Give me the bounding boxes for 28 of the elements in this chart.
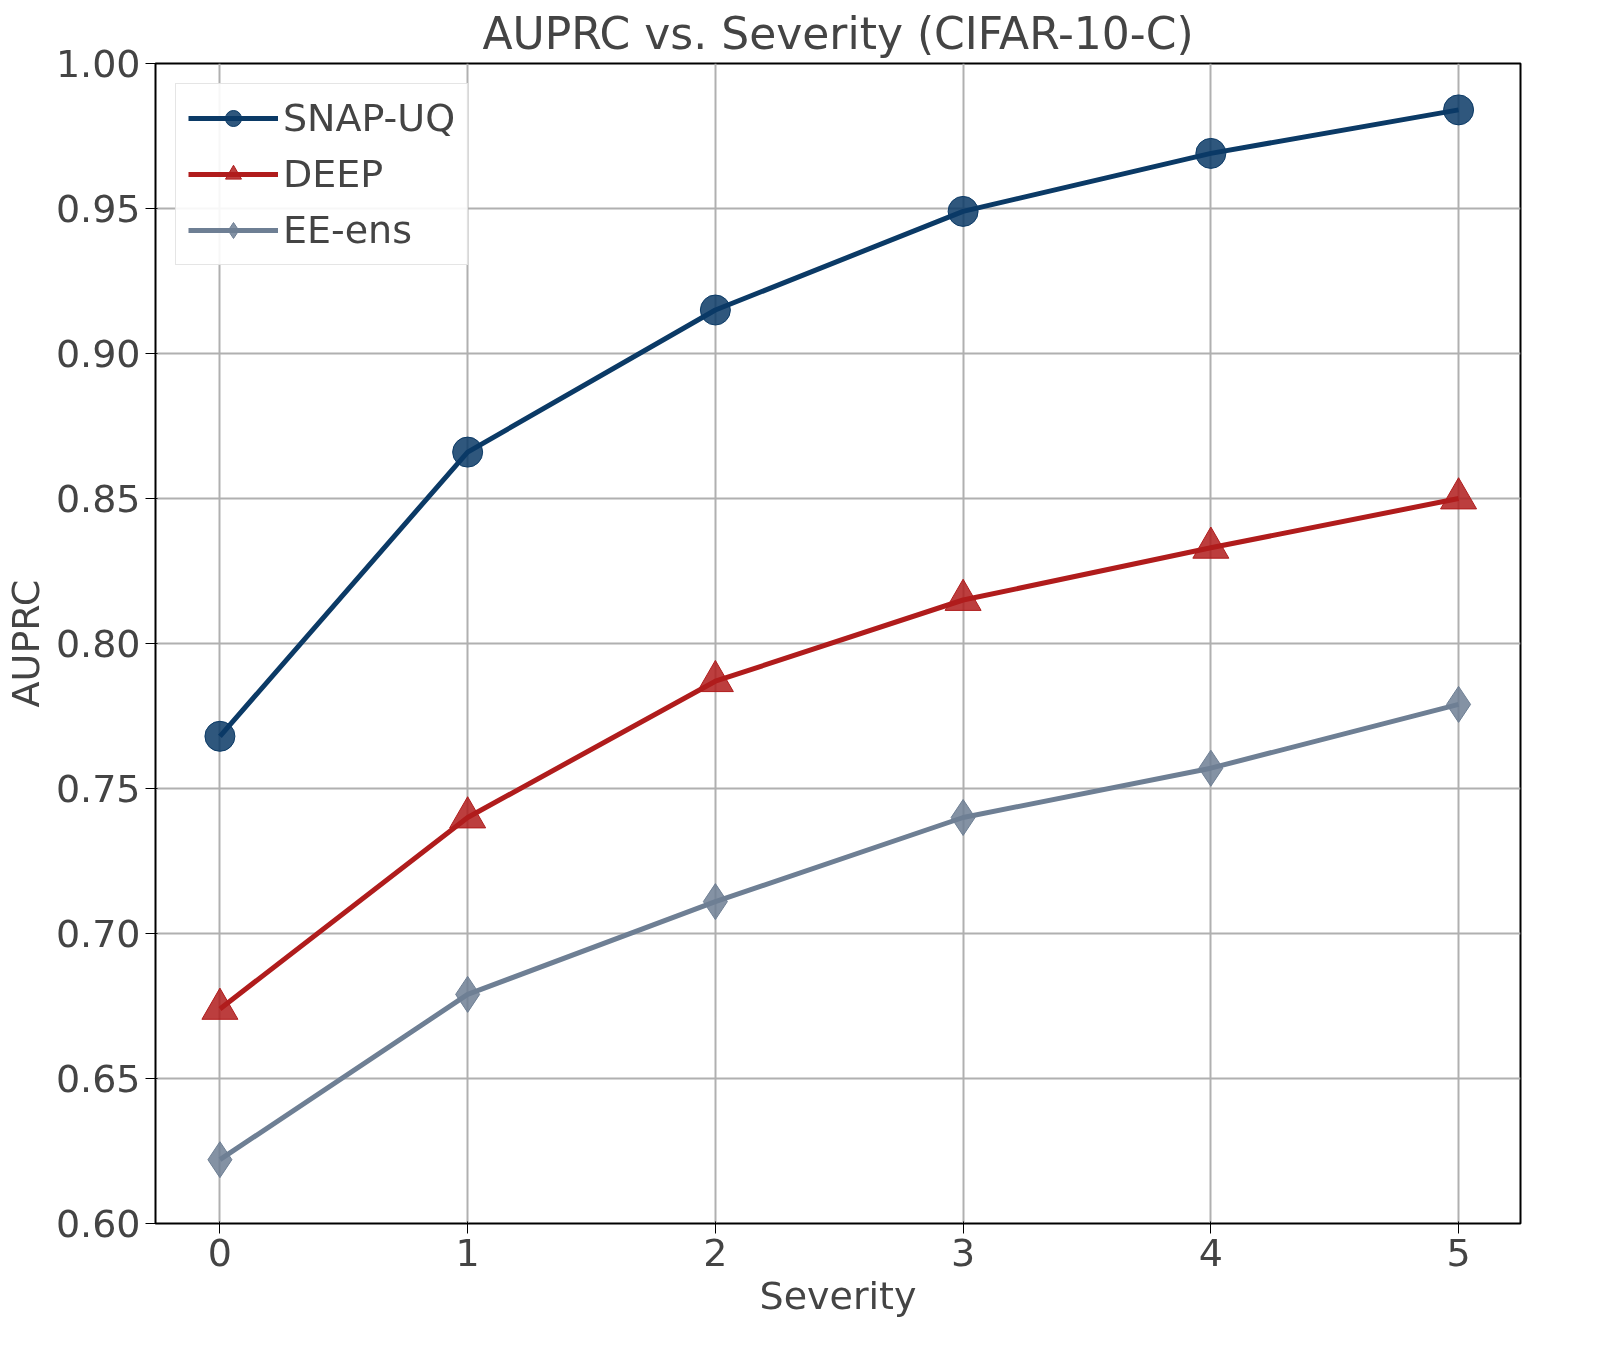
y-tick-label: 0.80 — [55, 622, 141, 666]
point — [699, 294, 731, 326]
y-tick-label: 0.75 — [55, 767, 141, 811]
point — [1195, 137, 1227, 169]
y-tick-label: 0.90 — [55, 332, 141, 376]
legend-label: EE-ens — [283, 208, 412, 252]
x-tick-label: 5 — [1446, 1230, 1471, 1275]
chart-title: AUPRC vs. Severity (CIFAR-10-C) — [482, 7, 1194, 59]
y-axis-title: AUPRC — [3, 579, 48, 708]
y-tick-label: 0.60 — [55, 1202, 141, 1246]
point — [204, 720, 236, 752]
legend-label: SNAP-UQ — [283, 96, 456, 140]
point — [452, 436, 484, 468]
point — [1443, 94, 1475, 126]
y-tick-label: 0.85 — [55, 477, 141, 521]
y-tick-label: 0.65 — [55, 1057, 141, 1101]
x-tick-label: 0 — [207, 1230, 233, 1275]
legend-label: DEEP — [283, 152, 384, 196]
x-tick-label: 2 — [703, 1230, 728, 1275]
point — [950, 799, 976, 836]
y-tick-label: 0.95 — [55, 187, 141, 231]
y-tick-label: 0.70 — [55, 912, 141, 956]
x-axis-title: Severity — [759, 1273, 917, 1318]
point — [947, 195, 979, 227]
x-tick-label: 1 — [455, 1230, 480, 1275]
y-tick-label: 1.00 — [55, 42, 141, 86]
x-tick-label: 3 — [951, 1230, 976, 1275]
x-tick-label: 4 — [1198, 1230, 1223, 1275]
